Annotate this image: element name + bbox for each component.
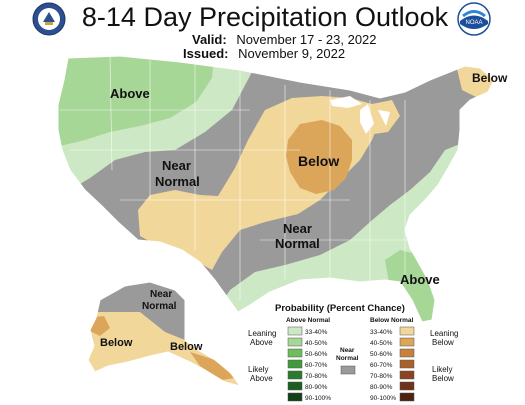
legend-leaning-above-2: Above (250, 338, 273, 347)
issued-label: Issued: (183, 46, 229, 61)
noaa-logo-icon: NOAA (457, 2, 491, 36)
legend-above-swatch (287, 370, 303, 380)
legend-above-swatch (287, 392, 303, 402)
legend-below-swatch (399, 337, 415, 347)
legend-above-label: 90-100% (305, 395, 331, 402)
label-alaska-near-2: Normal (142, 301, 177, 312)
legend-below-label: 60-70% (370, 362, 393, 369)
valid-value: November 17 - 23, 2022 (236, 32, 377, 47)
legend-below-label: 80-90% (370, 384, 393, 391)
legend-likely-above-2: Above (250, 374, 273, 383)
legend-near-label-1: Near (340, 347, 355, 354)
page-title: 8-14 Day Precipitation Outlook (81, 2, 449, 32)
legend-above-label: 33-40% (305, 329, 328, 336)
label-alaska-below-south: Below (170, 341, 203, 353)
legend-below-label: 70-80% (370, 373, 393, 380)
issued-value: November 9, 2022 (238, 46, 346, 61)
commerce-seal-icon (32, 2, 66, 36)
legend-above-header: Above Normal (286, 317, 330, 324)
label-near-normal-south-1: Near (283, 221, 312, 236)
legend-leaning-below-1: Leaning (430, 329, 458, 338)
valid-line: Valid: November 17 - 23, 2022 (192, 32, 377, 47)
legend-leaning-below-2: Below (432, 338, 454, 347)
great-lakes (330, 96, 390, 134)
label-near-normal-west-2: Normal (155, 174, 200, 189)
legend-title: Probability (Percent Chance) (275, 303, 405, 314)
legend-below-swatch (399, 381, 415, 391)
alaska-below-south (190, 352, 235, 380)
below-region-midwest-medium (286, 120, 352, 194)
legend-near-label-2: Normal (336, 355, 359, 362)
above-region-northwest-medium (58, 56, 215, 146)
label-alaska-near-1: Near (150, 289, 172, 300)
label-below-maine: Below (472, 71, 508, 85)
legend-below-swatch (399, 359, 415, 369)
legend-below-header: Below Normal (370, 317, 414, 324)
legend-above-label: 80-90% (305, 384, 328, 391)
legend-above-label: 60-70% (305, 362, 328, 369)
legend-near-swatch (340, 365, 356, 375)
label-near-normal-south-2: Normal (275, 236, 320, 251)
legend-above-swatch (287, 326, 303, 336)
legend-above-label: 50-60% (305, 351, 328, 358)
issued-line: Issued: November 9, 2022 (183, 46, 345, 61)
legend-above-swatch (287, 348, 303, 358)
label-alaska-below-west: Below (100, 337, 133, 349)
legend-likely-above-1: Likely (248, 365, 268, 374)
legend-likely-below-2: Below (432, 374, 454, 383)
legend-below-swatch (399, 392, 415, 402)
legend-likely-below-1: Likely (432, 365, 452, 374)
label-above-florida: Above (400, 272, 440, 287)
legend-below-label: 50-60% (370, 351, 393, 358)
legend-above-label: 40-50% (305, 340, 328, 347)
valid-label: Valid: (192, 32, 227, 47)
legend-below-label: 40-50% (370, 340, 393, 347)
label-near-normal-west-1: Near (162, 158, 191, 173)
legend-below-swatch (399, 370, 415, 380)
legend-below-swatch (399, 326, 415, 336)
noaa-logo-text: NOAA (465, 20, 482, 26)
legend-above-swatch (287, 381, 303, 391)
legend-above-swatch (287, 337, 303, 347)
legend-leaning-above-1: Leaning (248, 329, 276, 338)
legend-above-label: 70-80% (305, 373, 328, 380)
legend-rows: 33-40% 40-50% 50-60% 60-70% 70-80% 80-90% 90-1… (287, 326, 415, 402)
legend-below-label: 90-100% (370, 395, 396, 402)
legend-below-label: 33-40% (370, 329, 393, 336)
legend-below-swatch (399, 348, 415, 358)
label-above-northwest: Above (110, 86, 150, 101)
legend-above-swatch (287, 359, 303, 369)
label-below-midwest: Below (298, 153, 339, 169)
